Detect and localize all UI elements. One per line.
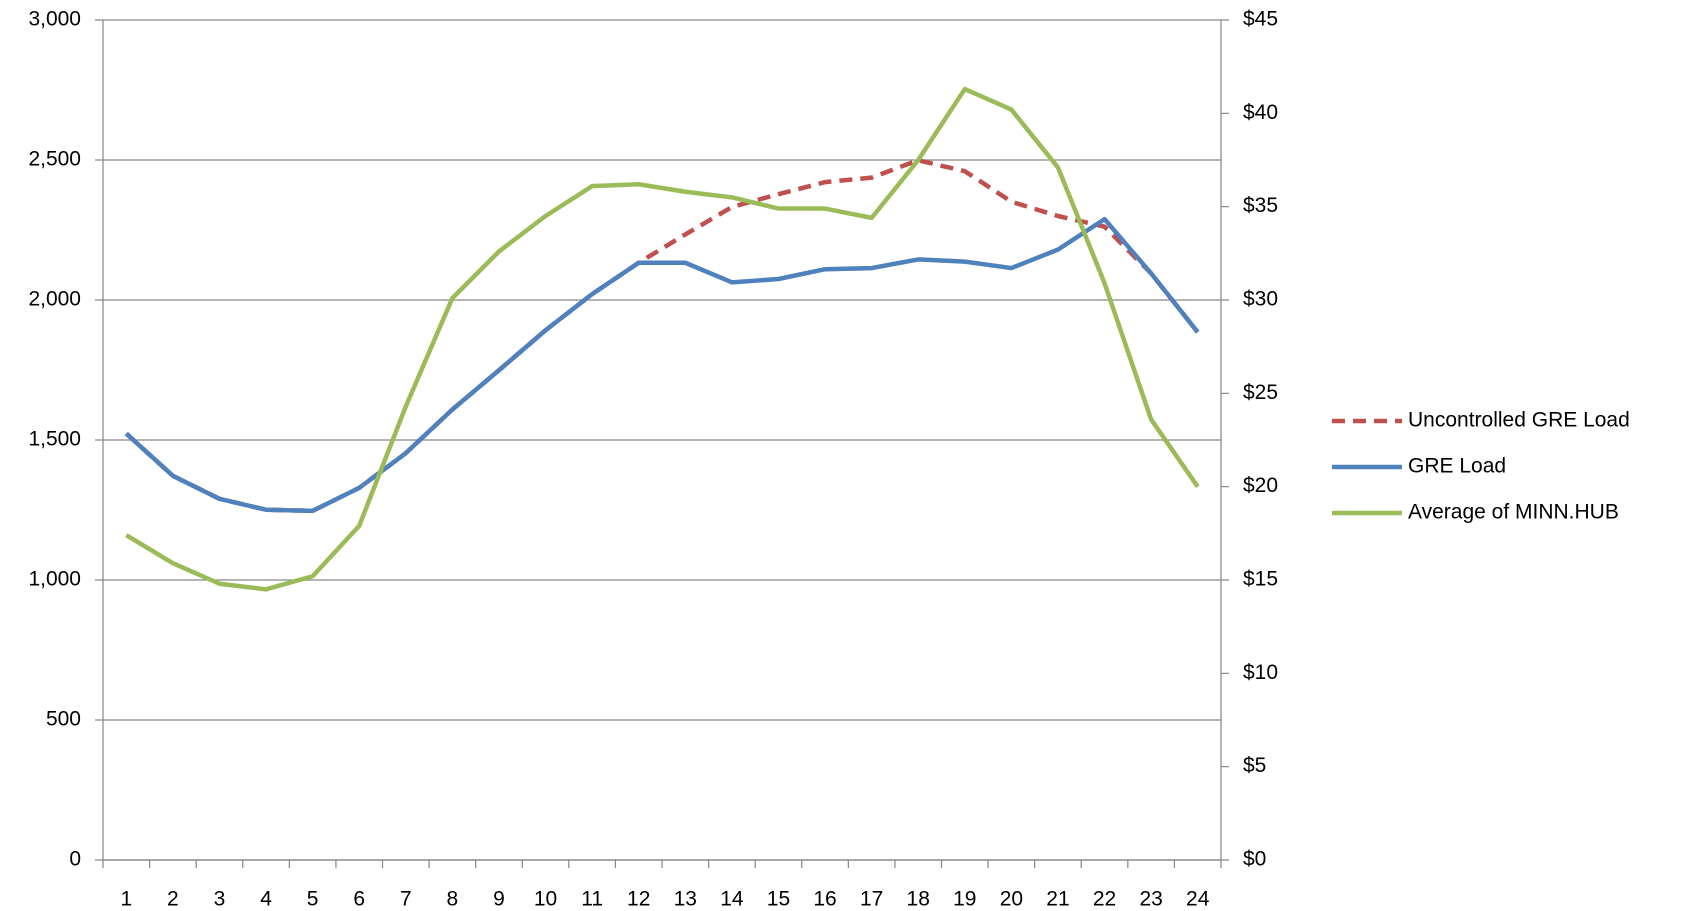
x-tick-label: 20 (1000, 888, 1023, 911)
series-line (124, 158, 1200, 514)
x-tick-label: 19 (953, 888, 976, 911)
legend-label: GRE Load (1408, 455, 1506, 478)
x-tick-label: 13 (674, 888, 697, 911)
y-tick-label: 1,000 (28, 568, 81, 591)
x-tick-label: 10 (534, 888, 557, 911)
legend-label: Average of MINN.HUB (1408, 501, 1619, 524)
x-tick-label: 21 (1046, 888, 1069, 911)
y2-tick-label: $30 (1243, 288, 1278, 311)
x-tick-label: 5 (307, 888, 319, 911)
series-line (124, 216, 1200, 514)
x-tick-label: 1 (120, 888, 132, 911)
x-tick-label: 9 (493, 888, 505, 911)
x-tick-label: 18 (907, 888, 930, 911)
y-tick-label: 500 (46, 708, 81, 731)
x-tick-label: 4 (260, 888, 272, 911)
y2-tick-label: $0 (1243, 848, 1266, 871)
y-tick-label: 3,000 (28, 8, 81, 31)
y2-tick-label: $25 (1243, 381, 1278, 404)
y-tick-label: 1,500 (28, 428, 81, 451)
y2-tick-label: $35 (1243, 194, 1278, 217)
legend-label: Uncontrolled GRE Load (1408, 409, 1630, 432)
y-tick-label: 2,000 (28, 288, 81, 311)
y2-tick-label: $10 (1243, 661, 1278, 684)
x-tick-label: 7 (400, 888, 412, 911)
x-tick-label: 11 (581, 888, 603, 911)
x-tick-label: 15 (767, 888, 790, 911)
x-tick-label: 6 (353, 888, 365, 911)
x-tick-label: 3 (214, 888, 226, 911)
x-tick-label: 23 (1139, 888, 1162, 911)
x-tick-label: 14 (720, 888, 744, 911)
x-tick-label: 8 (447, 888, 459, 911)
y2-tick-label: $15 (1243, 568, 1278, 591)
series-line (125, 86, 1200, 592)
y2-tick-label: $20 (1243, 474, 1278, 497)
x-tick-label: 24 (1186, 888, 1210, 911)
x-tick-label: 2 (167, 888, 179, 911)
x-tick-label: 12 (627, 888, 650, 911)
x-tick-label: 17 (860, 888, 883, 911)
x-tick-label: 22 (1093, 888, 1116, 911)
y2-tick-label: $5 (1243, 754, 1266, 777)
y-tick-label: 0 (69, 848, 81, 871)
y-tick-label: 2,500 (28, 148, 81, 171)
y2-tick-label: $40 (1243, 101, 1278, 124)
x-tick-label: 16 (813, 888, 836, 911)
y2-tick-label: $45 (1243, 8, 1278, 31)
